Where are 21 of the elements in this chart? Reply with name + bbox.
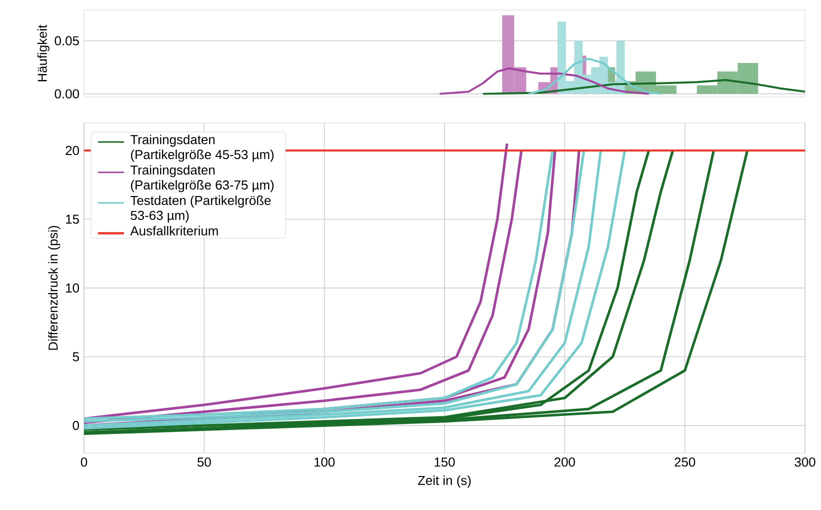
x-tick-label: 250 xyxy=(674,458,696,467)
y-tick-label: 10 xyxy=(66,283,79,293)
x-tick-label: 200 xyxy=(554,458,575,467)
y-tick-label: 0.00 xyxy=(54,89,79,98)
y-tick-label: 5 xyxy=(72,352,79,362)
legend-label: Trainingsdaten (Partikelgröße 45-53 µm) xyxy=(130,134,274,162)
y-tick-label: 20 xyxy=(66,146,79,156)
x-axis-title: Zeit in (s) xyxy=(418,476,471,488)
y-axis-title: Differenzdruck in (psi) xyxy=(48,226,60,350)
x-tick-label: 0 xyxy=(80,458,88,467)
legend-label: Trainingsdaten (Partikelgröße 63-75 µm) xyxy=(130,165,274,192)
y-tick-label: 15 xyxy=(66,214,79,224)
y-axis-title: Häufigkeit xyxy=(37,24,50,82)
y-tick-label: 0.05 xyxy=(54,36,79,46)
x-tick-label: 100 xyxy=(314,458,335,467)
x-tick-label: 300 xyxy=(794,458,816,467)
legend-label: Testdaten (Partikelgröße 53-63 µm) xyxy=(130,196,271,223)
y-tick-label: 0 xyxy=(72,420,79,430)
x-tick-label: 150 xyxy=(434,458,455,467)
x-tick-label: 50 xyxy=(197,458,211,467)
legend-label: Ausfallkriterium xyxy=(130,226,218,236)
